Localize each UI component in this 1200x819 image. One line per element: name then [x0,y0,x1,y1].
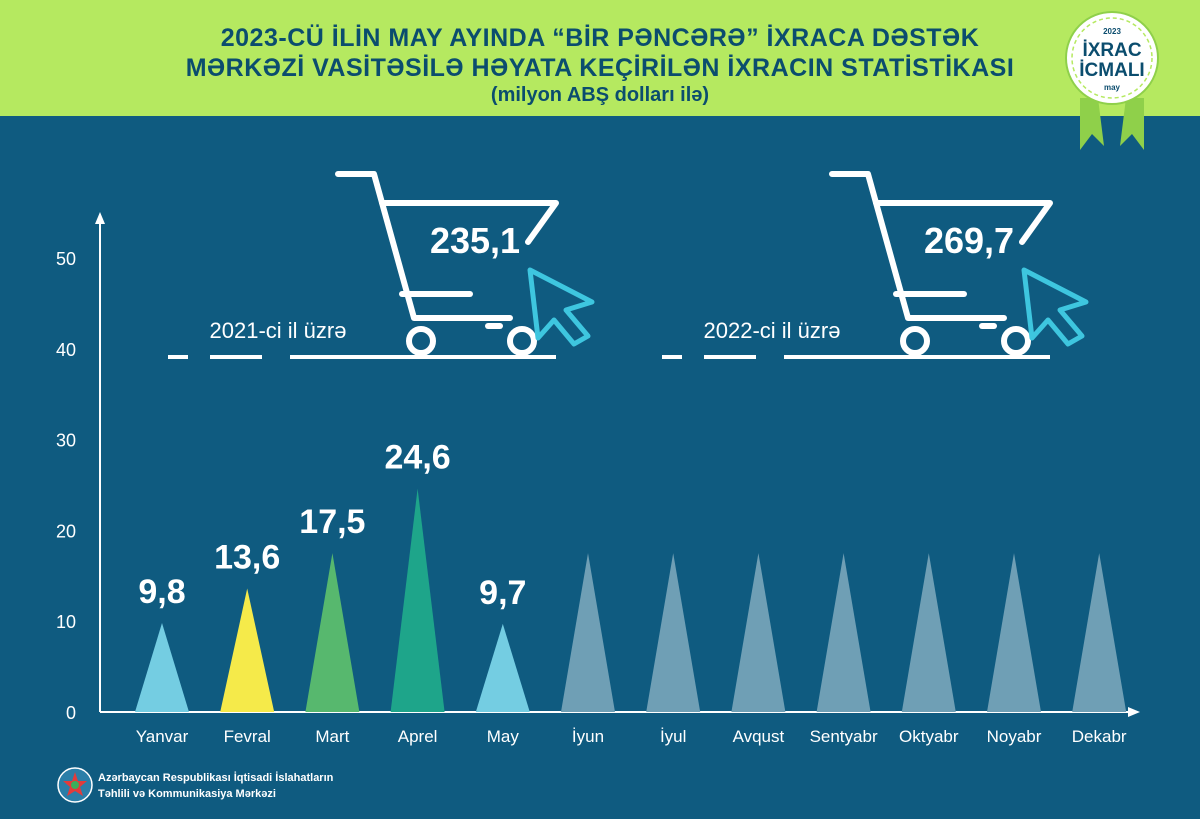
comparison-label-2022: 2022-ci il üzrə [704,318,841,343]
x-tick-label: İyul [660,727,686,746]
bar-may [475,623,530,712]
ixrac-icmali-badge: 2023 İXRAC İCMALI may [1065,11,1159,150]
x-tick-label: May [487,727,520,746]
comparison-2022: 269,7 2022-ci il üzrə [662,171,1089,359]
azerbaijan-emblem-icon [57,767,93,803]
x-tick-labels: Yanvar Fevral Mart Aprel May İyun İyul Avqust Se… [136,727,1127,746]
x-tick-label: Mart [315,727,349,746]
bar-placeholder-noyabr [987,553,1041,712]
badge-ring [1071,17,1153,99]
y-tick-label: 50 [56,249,76,269]
shopping-cart-icon [335,171,559,356]
y-tick-labels: 0 10 20 30 40 50 [56,249,76,723]
x-tick-label: Oktyabr [899,727,959,746]
chart-value-labels: 9,8 13,6 17,5 24,6 9,7 [138,439,526,612]
badge-ribbon-left [1080,98,1104,150]
badge-ribbon-right [1120,98,1144,150]
badge-rosette [1065,11,1159,105]
comparison-label-2021: 2021-ci il üzrə [210,318,347,343]
bar-placeholder-sentyabr [816,553,871,712]
footer-organization: Azərbaycan Respublikası İqtisadi İslahat… [56,764,376,808]
value-label-fevral: 13,6 [214,539,280,577]
page-title-line-1: 2023-CÜ İLİN MAY AYINDA “BİR PƏNCƏRƏ” İX… [220,24,980,52]
comparison-value-2021: 235,1 [430,220,520,261]
bar-aprel [390,488,445,712]
x-tick-label: Noyabr [987,727,1042,746]
x-axis-arrow-icon [1128,707,1140,717]
y-tick-label: 20 [56,521,76,541]
value-label-yanvar: 9,8 [138,573,185,611]
x-tick-label: Aprel [398,727,438,746]
y-axis-arrow-icon [95,212,105,224]
x-tick-label: Avqust [733,727,785,746]
value-label-aprel: 24,6 [385,439,451,477]
badge-line-2: İCMALI [1079,60,1144,81]
page-subtitle: (milyon ABŞ dolları ilə) [490,84,710,106]
footer-line-1: Azərbaycan Respublikası İqtisadi İslahat… [98,772,334,784]
bar-yanvar [135,623,189,712]
x-tick-label: Yanvar [136,727,189,746]
bar-placeholder-i̇yun [561,553,615,712]
badge-year: 2023 [1103,27,1121,36]
page-title-line-2: MƏRKƏZİ VASİTƏSİLƏ HƏYATA KEÇİRİLƏN İXRA… [185,54,1015,82]
badge-line-1: İXRAC [1082,40,1141,61]
bar-placeholder-i̇yul [646,553,701,712]
bar-placeholder-avqust [731,553,786,712]
shopping-cart-icon [829,171,1053,356]
badge-month: may [1104,83,1121,92]
bar-placeholder-dekabr [1072,553,1127,712]
bar-fevral [220,588,275,712]
comparison-value-2022: 269,7 [924,220,1014,261]
x-tick-label: İyun [572,727,604,746]
x-tick-label: Dekabr [1072,727,1127,746]
comparison-2021: 235,1 2021-ci il üzrə [168,171,595,359]
bar-mart [305,553,360,712]
y-tick-label: 30 [56,431,76,451]
cursor-arrow-icon [527,267,595,347]
footer-line-2: Təhlili və Kommunikasiya Mərkəzi [98,788,276,800]
y-tick-label: 10 [56,612,76,632]
x-tick-label: Sentyabr [810,727,878,746]
value-label-may: 9,7 [479,574,526,612]
chart-bars [135,488,1127,712]
value-label-mart: 17,5 [299,503,365,541]
x-tick-label: Fevral [224,727,271,746]
header-banner: 2023-CÜ İLİN MAY AYINDA “BİR PƏNCƏRƏ” İX… [0,0,1200,116]
y-tick-label: 0 [66,703,76,723]
bar-placeholder-oktyabr [901,553,956,712]
y-tick-label: 40 [56,340,76,360]
cursor-arrow-icon [1021,267,1089,347]
